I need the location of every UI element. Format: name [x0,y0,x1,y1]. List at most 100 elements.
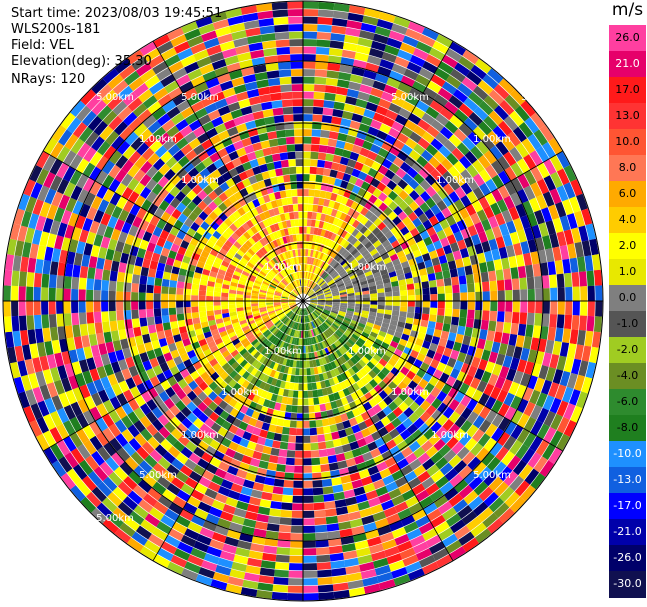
range-gate [426,80,442,94]
range-gate [322,107,334,116]
range-gate [318,316,324,323]
range-gate [277,339,283,348]
range-gate [274,338,281,346]
range-gate [422,301,430,308]
range-gate [206,310,215,317]
range-gate [581,240,592,257]
range-gate [487,68,504,84]
range-gate [354,178,365,188]
range-gate [108,178,121,193]
range-gate [252,394,261,404]
range-gate [428,376,439,387]
range-gate [196,533,212,546]
range-gate [124,516,140,532]
range-gate [53,207,65,223]
range-gate [198,211,209,221]
range-gate [362,301,370,305]
range-gate [342,353,350,362]
range-gate [509,89,526,106]
range-gate [161,301,169,309]
range-gate [212,261,221,269]
range-gate [317,584,334,593]
range-gate [241,137,253,147]
range-ring-label: 1.00km [348,346,386,357]
range-gate [184,249,194,258]
range-gate [524,468,540,485]
range-gate [256,353,264,362]
range-gate [163,369,174,380]
range-gate [335,318,343,324]
range-gate [488,89,505,105]
range-gate [50,443,64,460]
range-gate [137,109,152,123]
range-gate [136,446,150,460]
range-gate [138,89,154,103]
range-gate [36,342,47,358]
range-gate [93,290,101,301]
range-gate [349,120,361,130]
range-gate [132,318,141,328]
range-gate [133,83,149,97]
range-gate [389,319,398,327]
range-gate [68,212,79,227]
range-gate [46,204,58,220]
range-gate [107,95,123,111]
range-gate [332,323,339,329]
range-gate [183,374,194,385]
range-gate [297,287,301,294]
range-gate [237,313,246,319]
range-gate [310,257,315,265]
range-gate [386,411,398,422]
range-gate [260,287,268,292]
range-gate [261,491,273,501]
range-gate [72,324,81,338]
range-gate [319,456,329,465]
range-gate [156,262,166,272]
range-gate [517,413,530,429]
range-gate [436,315,445,324]
range-gate [27,257,37,273]
range-gate [458,317,467,327]
range-gate [507,455,521,471]
range-gate [334,178,343,187]
range-gate [294,465,303,473]
range-gate [535,301,543,314]
range-gate [323,364,330,372]
range-gate [340,363,348,372]
range-gate [509,439,523,455]
range-gate [42,327,52,342]
range-gate [157,547,174,562]
range-gate [325,153,335,162]
range-gate [376,260,385,268]
range-gate [310,144,320,152]
range-gate [347,359,355,368]
range-gate [363,364,372,374]
range-gate [388,560,405,572]
range-gate [157,475,171,489]
range-gate [362,140,373,151]
range-gate [542,301,550,314]
range-gate [330,33,346,42]
range-gate [343,378,352,388]
range-gate [140,325,149,336]
range-gate [160,47,178,61]
range-gate [581,376,593,394]
range-gate [333,367,341,376]
range-gate [217,73,232,84]
range-gate [230,458,242,469]
range-gate [485,409,498,424]
range-gate [123,389,135,402]
range-gate [326,328,333,336]
range-gate [112,507,129,523]
range-gate [369,263,378,271]
range-gate [188,452,201,465]
range-gate [277,61,291,70]
colorbar-tick-label: 10.0 [615,135,640,148]
range-gate [316,554,331,563]
range-gate [70,185,83,201]
range-gate [258,132,269,142]
range-gate [363,108,376,119]
range-gate [115,240,125,253]
range-gate [343,232,352,241]
range-gate [254,370,262,379]
